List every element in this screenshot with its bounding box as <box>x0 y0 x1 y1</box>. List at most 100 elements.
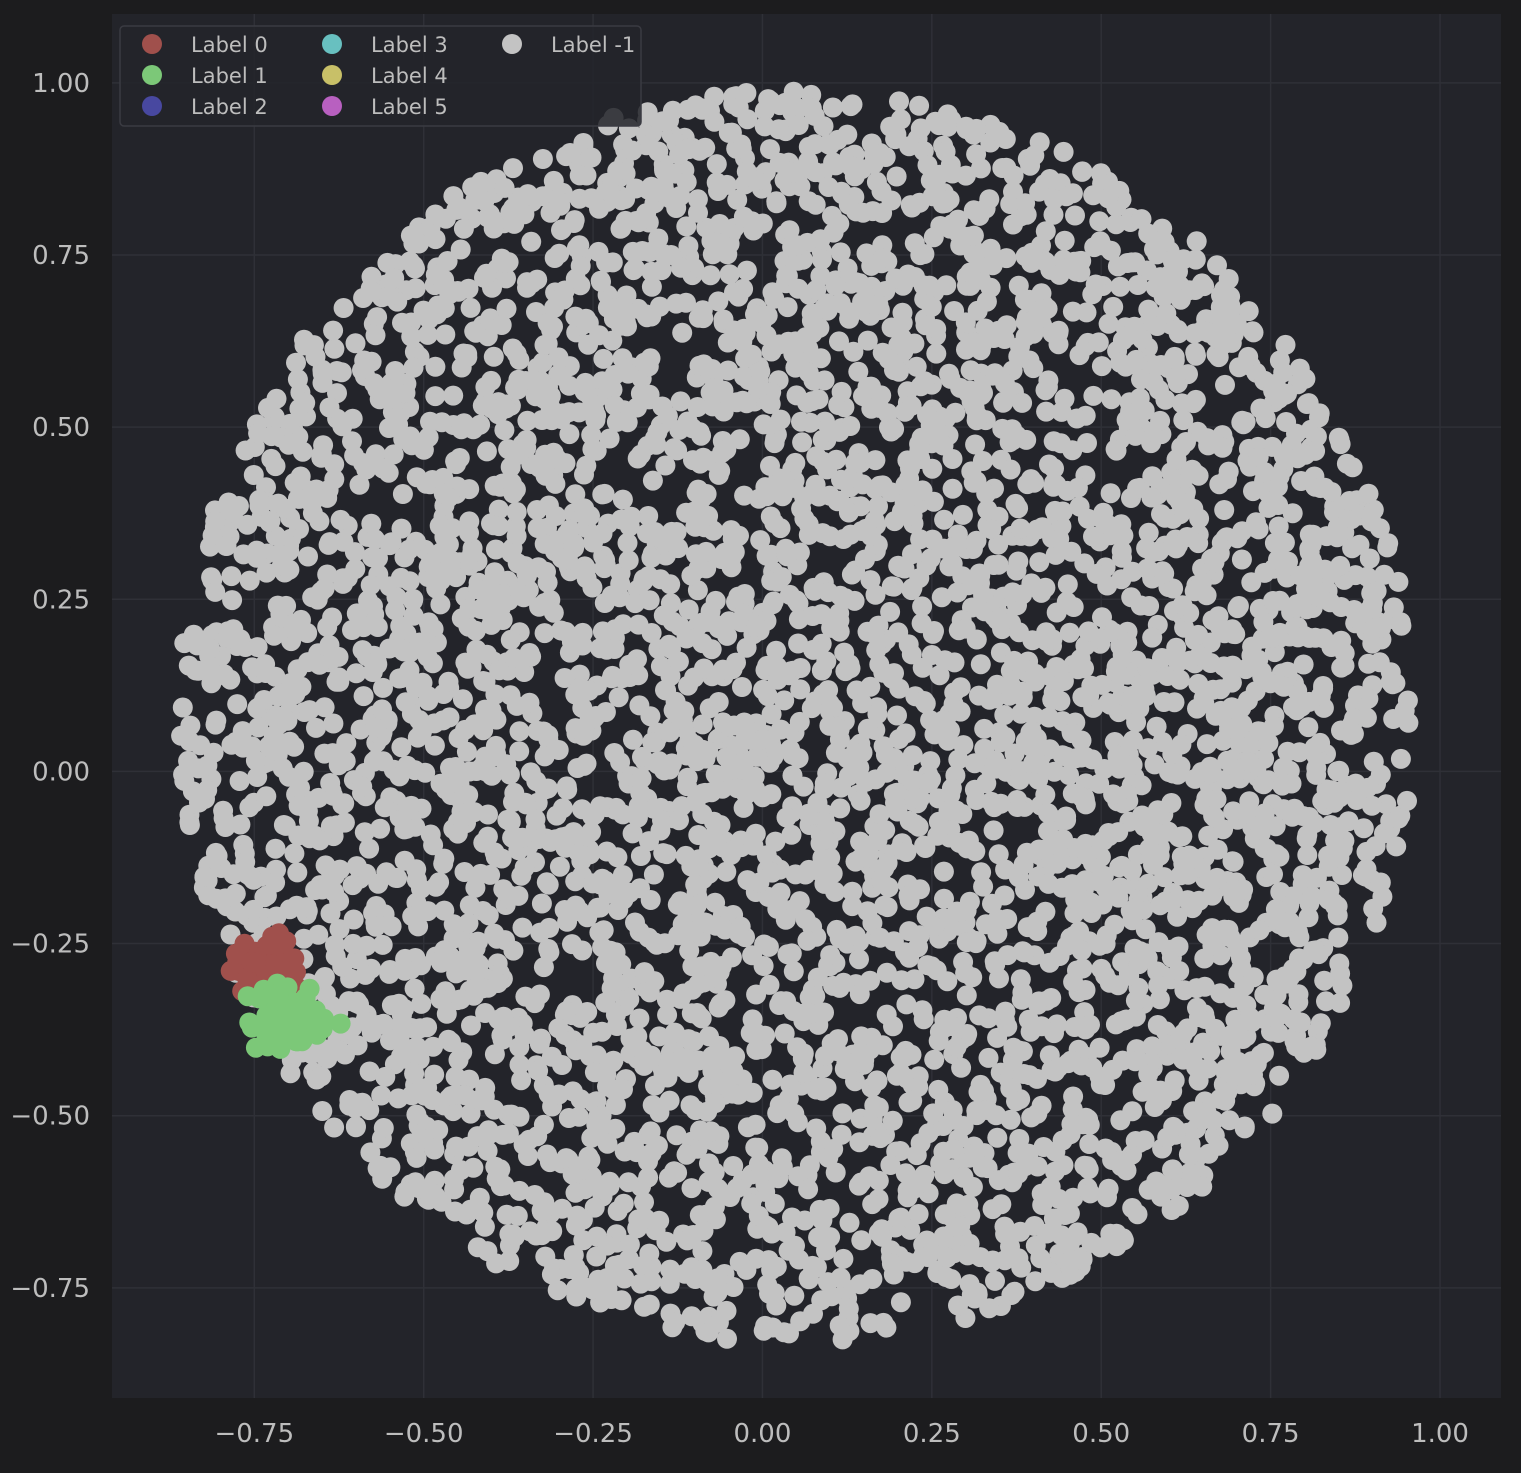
scatter-point <box>555 621 576 642</box>
scatter-point <box>852 693 873 714</box>
scatter-point <box>581 1127 602 1148</box>
scatter-point <box>354 822 375 843</box>
scatter-point <box>838 766 859 787</box>
scatter-point <box>611 1290 632 1311</box>
scatter-point <box>814 773 835 794</box>
scatter-point <box>948 1295 968 1316</box>
scatter-point <box>952 504 973 525</box>
scatter-point <box>463 1157 484 1178</box>
scatter-point <box>637 102 658 123</box>
scatter-point <box>902 745 923 766</box>
scatter-point <box>294 897 315 918</box>
scatter-point <box>460 1199 481 1220</box>
scatter-point <box>840 658 861 679</box>
scatter-point <box>347 1035 368 1056</box>
scatter-point <box>826 449 847 470</box>
scatter-point <box>775 1222 796 1243</box>
scatter-point <box>694 658 714 679</box>
scatter-point <box>295 987 316 1008</box>
scatter-point <box>442 518 463 539</box>
scatter-point <box>1184 1042 1205 1063</box>
scatter-point <box>805 474 826 495</box>
scatter-point <box>265 838 286 859</box>
scatter-point <box>309 654 330 675</box>
scatter-point <box>660 666 681 687</box>
scatter-point <box>657 1004 678 1025</box>
scatter-point <box>971 862 992 883</box>
scatter-point <box>491 315 512 335</box>
scatter-point <box>255 663 276 683</box>
scatter-point <box>876 762 897 783</box>
scatter-point <box>1185 342 1206 363</box>
scatter-point <box>1044 458 1064 479</box>
scatter-point <box>268 1018 289 1039</box>
scatter-point <box>537 1144 558 1165</box>
scatter-point <box>885 268 906 289</box>
scatter-point <box>1383 597 1404 618</box>
scatter-point <box>1106 656 1127 677</box>
scatter-point <box>814 298 835 318</box>
scatter-point <box>783 162 803 183</box>
scatter-point <box>630 783 651 804</box>
scatter-point <box>359 838 380 859</box>
scatter-point <box>287 659 308 680</box>
scatter-point <box>1072 787 1093 808</box>
scatter-point <box>507 1205 528 1226</box>
scatter-point <box>406 859 427 880</box>
scatter-point <box>1020 722 1041 743</box>
scatter-point <box>766 640 787 661</box>
scatter-point <box>686 895 707 916</box>
scatter-point <box>612 296 633 317</box>
scatter-point <box>1036 401 1057 422</box>
scatter-point <box>753 729 774 750</box>
scatter-point <box>1279 911 1300 932</box>
scatter-point <box>1148 975 1169 996</box>
scatter-point <box>1069 496 1090 517</box>
scatter-point <box>705 590 726 611</box>
scatter-point <box>1196 734 1217 755</box>
scatter-point <box>1282 503 1303 524</box>
scatter-point <box>696 484 717 504</box>
scatter-point <box>660 754 681 775</box>
scatter-point <box>1228 596 1249 616</box>
scatter-point <box>342 408 363 429</box>
scatter-point <box>481 614 502 635</box>
scatter-point <box>1346 790 1367 810</box>
scatter-point <box>1144 239 1164 260</box>
scatter-point <box>986 758 1006 779</box>
scatter-point <box>1361 583 1382 604</box>
scatter-point <box>314 578 335 599</box>
scatter-point <box>745 779 766 800</box>
scatter-point <box>611 190 632 211</box>
scatter-point <box>1102 1059 1123 1080</box>
scatter-point <box>933 1226 954 1247</box>
scatter-point <box>970 565 991 586</box>
scatter-point <box>535 444 556 465</box>
scatter-point <box>1239 736 1260 757</box>
scatter-point <box>448 1050 469 1070</box>
scatter-point <box>621 506 642 527</box>
scatter-point <box>798 514 819 535</box>
scatter-point <box>994 705 1015 725</box>
scatter-point <box>509 1054 530 1075</box>
scatter-point <box>558 1108 579 1128</box>
legend-entry: Label -1 <box>502 33 635 57</box>
scatter-point <box>1061 541 1082 562</box>
scatter-point <box>692 300 713 321</box>
scatter-point <box>1327 761 1348 782</box>
scatter-point <box>1103 784 1124 805</box>
scatter-point <box>1223 851 1244 872</box>
scatter-point <box>959 891 980 912</box>
scatter-point <box>942 163 963 184</box>
scatter-point <box>312 1101 333 1121</box>
scatter-point <box>1110 276 1131 297</box>
scatter-point <box>843 341 864 362</box>
scatter-point <box>963 200 984 221</box>
scatter-point <box>1146 716 1167 737</box>
scatter-point <box>994 373 1015 394</box>
scatter-point <box>1152 648 1172 668</box>
scatter-point <box>761 784 782 805</box>
legend-marker <box>142 65 162 85</box>
scatter-point <box>537 313 558 333</box>
scatter-point <box>1295 368 1316 389</box>
